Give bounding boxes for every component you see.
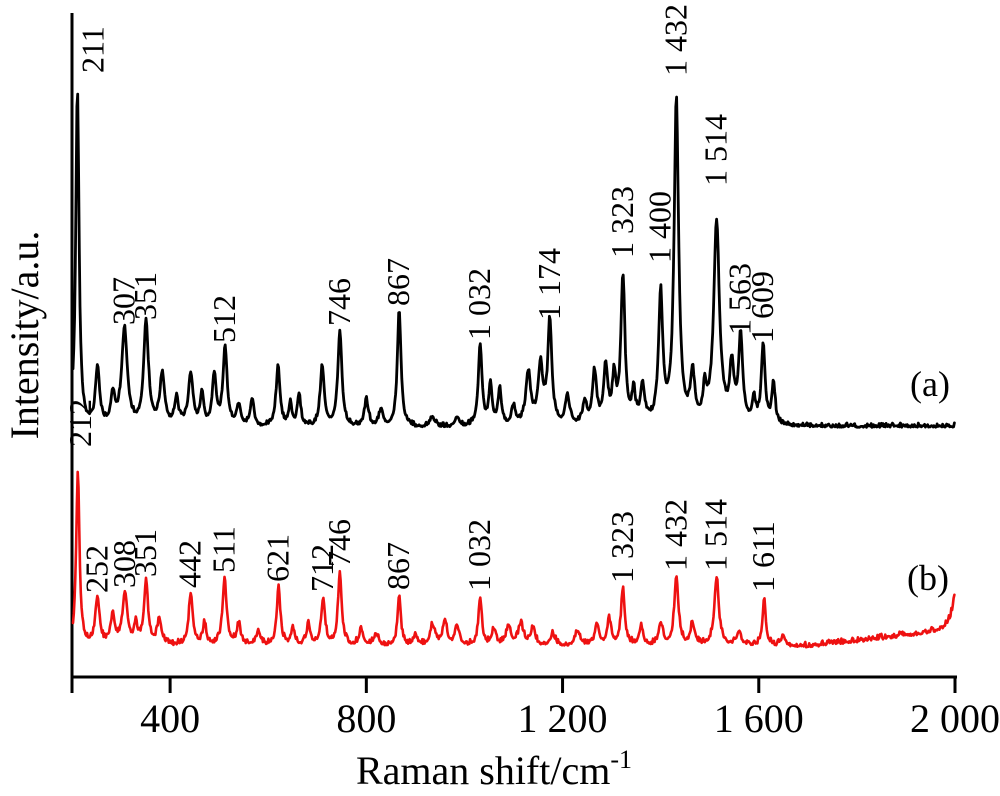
x-axis-tick-label: 1 200 (518, 696, 608, 741)
y-axis-title: Intensity/a.u. (2, 231, 47, 440)
spectrum-b-curve (71, 470, 956, 649)
x-axis-title-sup: -1 (610, 745, 632, 774)
peak-label: 621 (260, 534, 296, 582)
peak-label: 512 (206, 295, 242, 343)
series-b-tag: (b) (907, 558, 949, 598)
peak-label: 511 (206, 526, 242, 573)
peak-label: 1 432 (657, 4, 693, 76)
peak-label: 1 174 (531, 248, 567, 320)
peak-label: 1 323 (604, 511, 640, 583)
peak-label: 442 (172, 540, 208, 588)
peak-label: 746 (321, 278, 357, 326)
peak-label: 351 (127, 529, 163, 577)
x-axis-title-main: Raman shift/cm (356, 748, 610, 793)
x-axis-title: Raman shift/cm-1 (356, 745, 632, 793)
peak-label: 1 609 (744, 271, 780, 343)
peak-label: 211 (74, 26, 110, 73)
peak-label: 1 563 (722, 263, 758, 335)
series-a-tag: (a) (910, 364, 950, 404)
peak-label: 712 (304, 544, 340, 592)
peak-label: 1 432 (657, 499, 693, 571)
peak-label: 1 032 (461, 268, 497, 340)
peak-label: 1 514 (698, 499, 734, 571)
x-axis-tick-label: 400 (140, 696, 200, 741)
peak-label: 252 (79, 545, 115, 593)
x-axis-tick-label: 1 600 (714, 696, 804, 741)
peak-label: 867 (380, 258, 416, 306)
peak-label: 351 (127, 272, 163, 320)
peak-label: 212 (62, 399, 98, 447)
peak-label: 1 323 (604, 186, 640, 258)
peak-label: 307 (106, 277, 142, 325)
peak-label: 1 514 (698, 114, 734, 186)
peak-label: 308 (106, 540, 142, 588)
spectrum-a-curve (71, 92, 956, 429)
x-axis-tick-label: 2 000 (910, 696, 1000, 741)
peak-label: 1 032 (461, 519, 497, 591)
peak-label: 1 611 (745, 521, 781, 592)
peak-label: 1 400 (642, 191, 678, 263)
peak-label: 746 (321, 519, 357, 567)
peak-label: 867 (380, 542, 416, 590)
x-axis-tick-label: 800 (336, 696, 396, 741)
